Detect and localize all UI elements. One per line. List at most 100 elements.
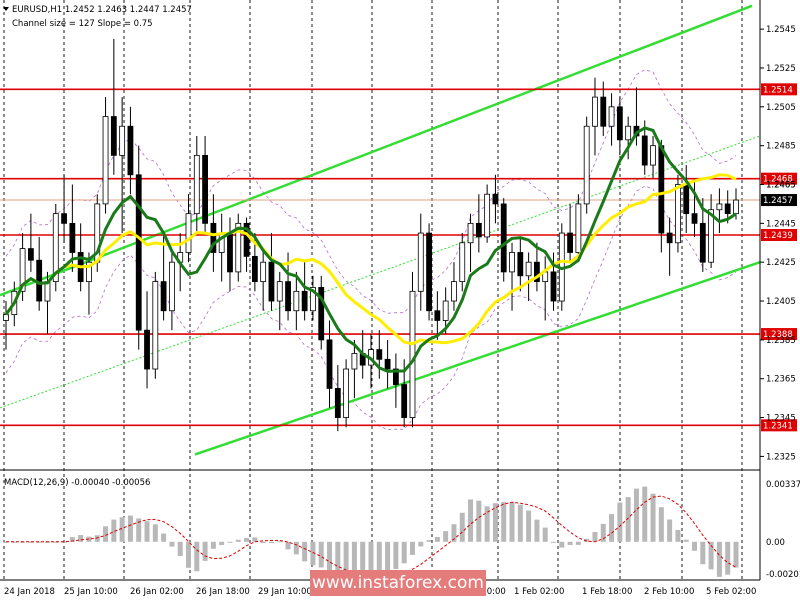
macd-histogram-bar xyxy=(153,524,158,541)
price-tick-label: 1.2385 xyxy=(766,336,796,346)
candle-body xyxy=(252,256,257,281)
macd-histogram-bar xyxy=(169,542,174,547)
candle-body xyxy=(28,249,33,261)
candle-body xyxy=(493,194,498,204)
macd-histogram-bar xyxy=(327,542,332,574)
macd-histogram-bar xyxy=(178,542,183,556)
candle-body xyxy=(501,204,506,272)
candle-body xyxy=(261,262,266,281)
candle-body xyxy=(128,126,133,175)
macd-histogram-bar xyxy=(634,489,639,542)
price-tick-label: 1.2545 xyxy=(766,25,796,35)
macd-histogram-bar xyxy=(427,540,432,542)
candle-body xyxy=(427,233,432,311)
macd-histogram-bar xyxy=(468,499,473,541)
macd-histogram-bar xyxy=(576,542,581,545)
candle-body xyxy=(443,301,448,320)
candle-body xyxy=(4,315,9,321)
macd-histogram-bar xyxy=(186,542,191,568)
price-tick-label: 1.2485 xyxy=(766,142,796,152)
macd-histogram-bar xyxy=(609,514,614,542)
candle-body xyxy=(418,233,423,291)
macd-histogram-bar xyxy=(319,542,324,568)
macd-histogram-bar xyxy=(78,535,83,542)
time-tick-label: 5 Feb 02:00 xyxy=(706,587,756,597)
macd-histogram-bar xyxy=(659,507,664,542)
candle-body xyxy=(194,155,199,213)
macd-histogram-bar xyxy=(95,535,100,542)
macd-histogram-bar xyxy=(352,542,357,574)
macd-histogram-bar xyxy=(667,519,672,541)
macd-histogram-bar xyxy=(692,542,697,551)
macd-histogram-bar xyxy=(145,521,150,542)
time-tick-label: 26 Jan 02:00 xyxy=(130,587,184,597)
candle-body xyxy=(186,214,191,253)
candle-body xyxy=(700,223,705,262)
candle-body xyxy=(526,262,531,276)
price-tick-label: 1.2365 xyxy=(766,375,796,385)
candle-body xyxy=(518,252,523,275)
candle-body xyxy=(62,214,67,224)
macd-histogram-bar xyxy=(402,542,407,564)
time-tick-label: 1 Feb 18:00 xyxy=(582,587,632,597)
candle-body xyxy=(576,204,581,253)
candle-body xyxy=(476,223,481,237)
candle-body xyxy=(451,282,456,301)
candle-body xyxy=(667,233,672,243)
time-tick-label: 2 Feb 10:00 xyxy=(644,587,694,597)
candle-body xyxy=(584,126,589,204)
candle-body xyxy=(734,200,739,214)
macd-histogram-bar xyxy=(460,513,465,542)
macd-histogram-bar xyxy=(194,542,199,571)
candle-body xyxy=(385,359,390,369)
time-tick-label: 26 Jan 18:00 xyxy=(196,587,250,597)
candle-body xyxy=(568,233,573,252)
time-tick-label: 29 Jan 10:00 xyxy=(258,587,312,597)
candle-body xyxy=(136,175,141,330)
candle-body xyxy=(335,388,340,417)
time-tick-label: 1 Feb 02:00 xyxy=(514,587,564,597)
macd-histogram-bar xyxy=(211,542,216,549)
symbol-header: EURUSD,H1 1.2452 1.2463 1.2447 1.2457 xyxy=(12,5,192,15)
macd-histogram-bar xyxy=(302,542,307,562)
price-tick-label: 1.2325 xyxy=(766,452,796,462)
candle-body xyxy=(327,340,332,389)
macd-histogram-bar xyxy=(642,487,647,542)
candle-body xyxy=(269,262,274,301)
candle-body xyxy=(203,155,208,223)
candle-body xyxy=(717,204,722,210)
macd-histogram-bar xyxy=(510,502,515,542)
candle-body xyxy=(145,330,150,369)
candle-body xyxy=(684,185,689,214)
macd-histogram-bar xyxy=(684,540,689,542)
macd-histogram-bar xyxy=(393,542,398,569)
candle-body xyxy=(642,136,647,165)
price-tick-label: 1.2405 xyxy=(766,297,796,307)
macd-histogram-bar xyxy=(128,516,133,542)
candle-body xyxy=(675,185,680,243)
macd-histogram-bar xyxy=(385,542,390,575)
candle-body xyxy=(402,385,407,418)
macd-histogram-bar xyxy=(518,505,523,542)
macd-histogram-bar xyxy=(294,542,299,555)
price-tick-label: 1.2425 xyxy=(766,258,796,268)
price-tick-label: 1.2345 xyxy=(766,414,796,424)
candle-body xyxy=(410,291,415,417)
price-tick-label: 1.2465 xyxy=(766,181,796,191)
macd-histogram-bar xyxy=(559,542,564,548)
candle-body xyxy=(551,272,556,301)
macd-histogram-bar xyxy=(734,542,739,568)
macd-histogram-bar xyxy=(551,542,556,543)
candle-body xyxy=(111,117,116,156)
candle-body xyxy=(510,252,515,271)
macd-histogram-bar xyxy=(435,537,440,542)
candle-body xyxy=(169,262,174,311)
watermark-text: www.instaforex.com xyxy=(312,573,484,593)
macd-histogram-bar xyxy=(501,502,506,542)
candle-body xyxy=(468,223,473,242)
macd-histogram-bar xyxy=(543,528,548,542)
